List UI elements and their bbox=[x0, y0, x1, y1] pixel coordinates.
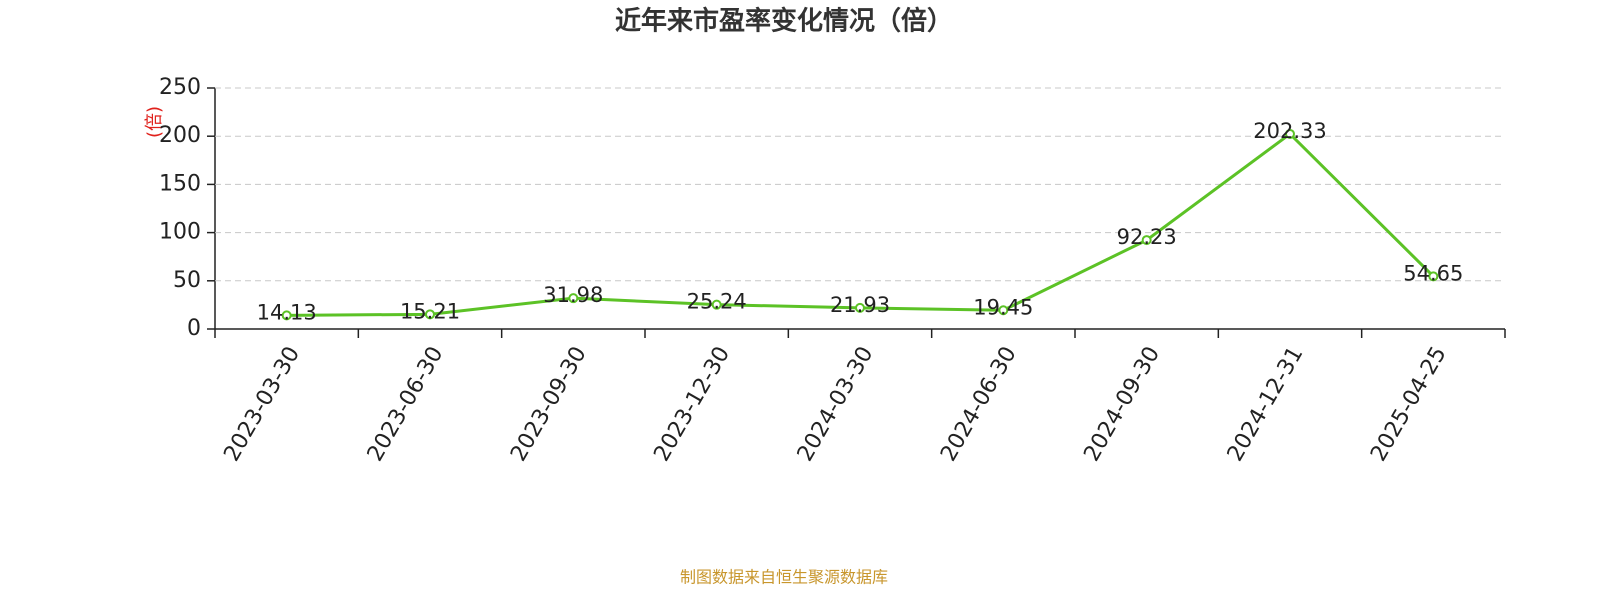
x-tick-label: 2024-06-30 bbox=[936, 343, 1022, 466]
chart-title: 近年来市盈率变化情况（倍） bbox=[615, 6, 953, 37]
point bbox=[281, 310, 292, 321]
point bbox=[855, 302, 865, 313]
x-tick-label: 2023-09-30 bbox=[506, 343, 592, 466]
y-tick-label: 150 bbox=[159, 171, 201, 196]
data-label: 31.98 bbox=[543, 283, 603, 307]
point bbox=[425, 309, 435, 320]
series-line bbox=[286, 131, 1435, 317]
y-tick-label: 200 bbox=[159, 123, 201, 148]
data-label: 25.24 bbox=[687, 290, 747, 314]
x-tick-label: 2025-04-25 bbox=[1366, 343, 1452, 466]
data-label: 14.13 bbox=[257, 300, 317, 324]
x-tick-label: 2024-12-31 bbox=[1223, 343, 1309, 466]
point bbox=[998, 305, 1009, 316]
point bbox=[711, 299, 722, 310]
y-tick-label: 250 bbox=[159, 75, 201, 100]
data-label: 19.45 bbox=[973, 295, 1033, 319]
y-tick-label: 0 bbox=[187, 316, 201, 341]
point bbox=[1428, 271, 1439, 282]
y-axis-label: (倍) bbox=[144, 106, 165, 138]
footer: 制图数据来自恒生聚源数据库 bbox=[680, 568, 888, 587]
x-tick-label: 2023-06-30 bbox=[363, 343, 449, 466]
y-tick-label: 100 bbox=[159, 220, 201, 245]
data-label: 92.23 bbox=[1117, 225, 1177, 249]
data-label: 21.93 bbox=[830, 293, 890, 317]
data-label: 202.33 bbox=[1253, 119, 1326, 143]
x-tick-label: 2023-03-30 bbox=[219, 343, 305, 466]
x-tick-label: 2024-03-30 bbox=[793, 343, 879, 466]
x-tick-label: 2024-09-30 bbox=[1079, 343, 1165, 466]
y-tick-label: 50 bbox=[173, 268, 201, 293]
point bbox=[1141, 235, 1152, 246]
data-label: 54.65 bbox=[1403, 261, 1463, 285]
point bbox=[568, 293, 579, 304]
data-label: 15.21 bbox=[400, 299, 460, 323]
point bbox=[1285, 128, 1295, 139]
x-tick-label: 2023-12-30 bbox=[649, 343, 735, 466]
